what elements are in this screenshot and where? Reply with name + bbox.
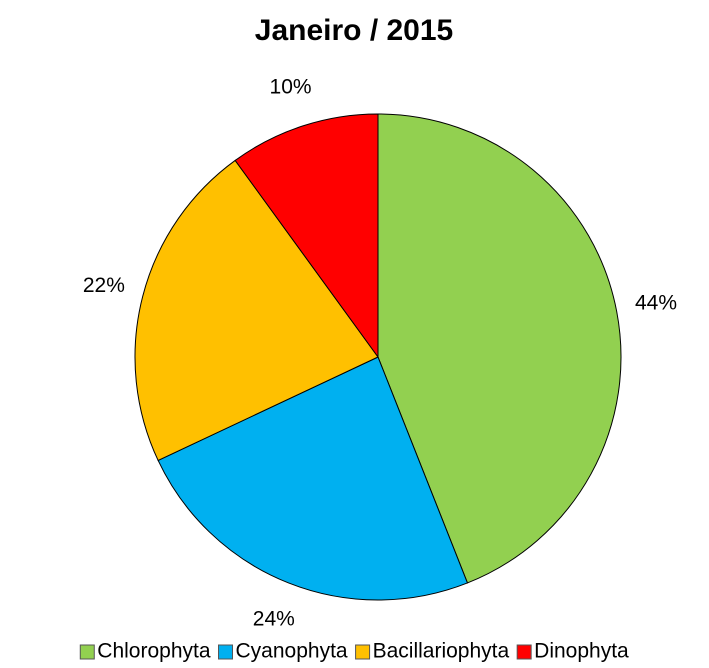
pie-slice (157, 356, 469, 601)
value-label: 44% (635, 292, 677, 315)
chart-title: Janeiro / 2015 (255, 14, 453, 47)
legend-label: Cyanophyta (236, 640, 348, 663)
legend: Chlorophyta Cyanophyta Bacillariophyta Dino… (79, 640, 629, 663)
value-label: 22% (83, 274, 125, 297)
legend-label: Dinophyta (534, 640, 629, 663)
legend-marker (79, 644, 95, 660)
legend-marker (218, 644, 234, 660)
legend-label: Chlorophyta (97, 640, 211, 663)
value-label: 10% (270, 75, 312, 98)
legend-marker (355, 644, 371, 660)
pie-slice (234, 113, 379, 359)
value-label: 24% (253, 608, 295, 631)
pie-slice (134, 159, 379, 462)
legend-marker (516, 644, 532, 660)
legend-label: Bacillariophyta (373, 640, 510, 663)
pie-slice (377, 113, 622, 584)
